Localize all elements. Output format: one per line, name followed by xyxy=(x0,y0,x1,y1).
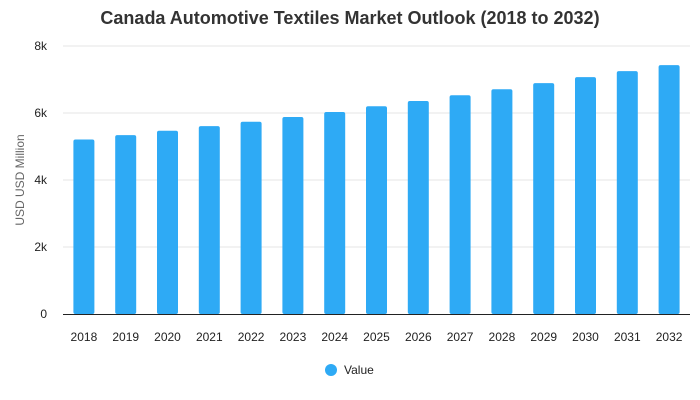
x-tick-label: 2025 xyxy=(363,330,390,344)
bar[interactable] xyxy=(198,126,220,314)
chart-title: Canada Automotive Textiles Market Outloo… xyxy=(100,8,600,28)
legend[interactable]: Value xyxy=(325,363,374,377)
bar[interactable] xyxy=(366,106,387,314)
bar[interactable] xyxy=(324,111,346,315)
y-tick-labels: 0 2k 4k 6k 8k xyxy=(34,39,48,321)
bar[interactable] xyxy=(115,135,137,314)
x-tick-label: 2019 xyxy=(112,330,139,344)
bar[interactable] xyxy=(533,83,555,314)
x-tick-label: 2026 xyxy=(405,330,432,344)
bar[interactable] xyxy=(658,65,680,314)
x-tick-labels: 2018 2019 2020 2021 2022 2023 2024 2025 2026 2027… xyxy=(71,330,683,344)
y-tick-label: 6k xyxy=(34,106,48,120)
bars xyxy=(73,65,680,315)
y-axis-title: USD USD Million xyxy=(13,134,27,225)
y-tick-label: 4k xyxy=(34,173,48,187)
legend-marker xyxy=(325,364,337,376)
bar[interactable] xyxy=(407,100,429,314)
bar[interactable] xyxy=(449,95,471,315)
bar[interactable] xyxy=(240,121,262,315)
y-tick-label: 8k xyxy=(34,39,48,53)
x-tick-label: 2028 xyxy=(489,330,516,344)
x-tick-label: 2018 xyxy=(71,330,98,344)
bar[interactable] xyxy=(616,71,638,314)
x-tick-label: 2022 xyxy=(238,330,265,344)
x-tick-label: 2024 xyxy=(321,330,348,344)
bar[interactable] xyxy=(491,89,513,314)
y-tick-label: 2k xyxy=(34,240,48,254)
legend-label: Value xyxy=(344,363,374,377)
x-tick-label: 2030 xyxy=(572,330,599,344)
bar[interactable] xyxy=(575,77,596,314)
bar[interactable] xyxy=(73,139,95,314)
x-tick-label: 2027 xyxy=(447,330,474,344)
x-tick-label: 2021 xyxy=(196,330,223,344)
x-tick-label: 2020 xyxy=(154,330,181,344)
y-tick-label: 0 xyxy=(40,307,47,321)
x-tick-label: 2031 xyxy=(614,330,641,344)
x-tick-label: 2032 xyxy=(656,330,683,344)
bar[interactable] xyxy=(157,130,178,314)
x-tick-label: 2029 xyxy=(530,330,557,344)
x-tick-label: 2023 xyxy=(280,330,307,344)
bar[interactable] xyxy=(282,117,304,315)
